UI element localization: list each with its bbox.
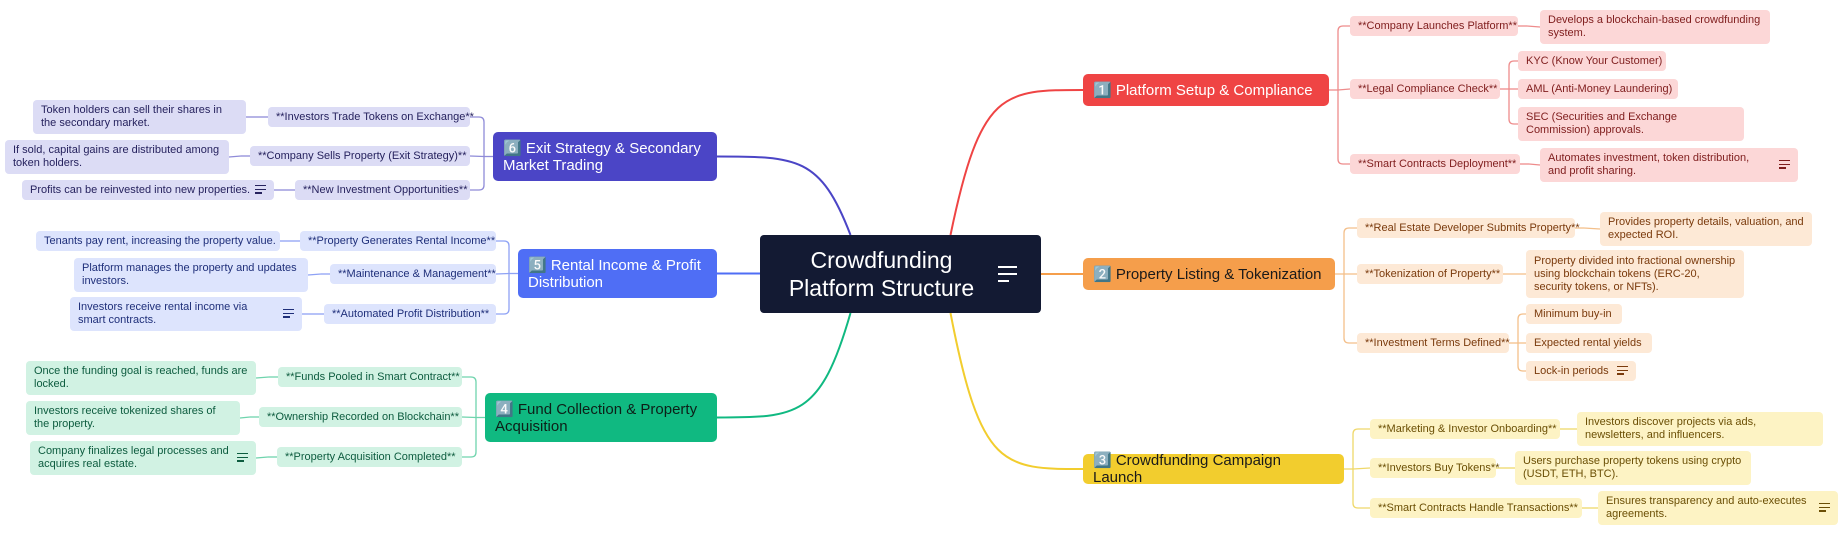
- edge-ps-2: [1337, 90, 1350, 165]
- sub-marketing-investor-onboarding[interactable]: **Marketing & Investor Onboarding**: [1370, 419, 1560, 439]
- leaf-text: Profits can be reinvested into new prope…: [30, 183, 251, 196]
- edge-l14-0: [307, 273, 322, 276]
- sub-investors-buy-tokens[interactable]: **Investors Buy Tokens**: [1370, 458, 1499, 478]
- edge-fc-2: [462, 417, 477, 458]
- edge-l3-0: [1528, 163, 1541, 166]
- edge-l4-0: [1583, 227, 1601, 230]
- note-lines-icon: [998, 266, 1017, 282]
- edge-ri-2: [496, 273, 510, 315]
- root-topic[interactable]: Crowdfunding Platform Structure: [760, 235, 1041, 313]
- sub-legal-compliance-check[interactable]: **Legal Compliance Check**: [1350, 79, 1500, 99]
- sub-company-sells-property[interactable]: **Company Sells Property (Exit Strategy)…: [250, 146, 470, 166]
- edge-es-0: [470, 116, 485, 157]
- edge-ri-0: [496, 240, 510, 274]
- note-lines-icon: [283, 309, 294, 319]
- edge-fc-0: [462, 376, 477, 418]
- edge-cl-2: [1352, 469, 1370, 509]
- leaf-develops-blockchain[interactable]: Develops a blockchain-based crowdfunding…: [1540, 10, 1770, 44]
- sub-investment-terms-defined[interactable]: **Investment Terms Defined**: [1357, 333, 1510, 353]
- leaf-platform-manages[interactable]: Platform manages the property and update…: [74, 258, 308, 292]
- sub-company-launches-platform[interactable]: **Company Launches Platform**: [1350, 16, 1518, 36]
- sub-tokenization-of-property[interactable]: **Tokenization of Property**: [1357, 264, 1503, 284]
- leaf-property-divided[interactable]: Property divided into fractional ownersh…: [1526, 250, 1744, 298]
- branch-campaign-launch[interactable]: 3️⃣ Crowdfunding Campaign Launch: [1083, 452, 1344, 486]
- leaf-profits-reinvested[interactable]: Profits can be reinvested into new prope…: [22, 180, 274, 200]
- leaf-text: Company finalizes legal processes and ac…: [38, 445, 229, 470]
- sub-property-acquisition[interactable]: **Property Acquisition Completed**: [277, 447, 462, 467]
- sub-new-investment-opportunities[interactable]: **New Investment Opportunities**: [295, 180, 470, 200]
- edge-ri-1: [495, 272, 510, 275]
- edge-es-1: [469, 155, 485, 158]
- sub-ownership-recorded[interactable]: **Ownership Recorded on Blockchain**: [259, 407, 462, 427]
- sub-maintenance-management[interactable]: **Maintenance & Management**: [330, 264, 496, 284]
- edge-pl-2: [1343, 274, 1357, 344]
- leaf-expected-rental-yields[interactable]: Expected rental yields: [1526, 333, 1652, 353]
- leaf-token-holders-sell[interactable]: Token holders can sell their shares in t…: [33, 100, 246, 134]
- leaf-investors-receive-rental[interactable]: Investors receive rental income via smar…: [70, 297, 302, 331]
- leaf-users-purchase[interactable]: Users purchase property tokens using cry…: [1515, 451, 1751, 485]
- edge-l17-0: [239, 416, 251, 419]
- leaf-text: Lock-in periods: [1534, 364, 1609, 377]
- edge-l1-0: [1526, 25, 1541, 28]
- leaf-lock-in-periods[interactable]: Lock-in periods: [1526, 361, 1636, 381]
- leaf-ensures-transparency[interactable]: Ensures transparency and auto-executes a…: [1598, 491, 1838, 525]
- leaf-funding-goal-reached[interactable]: Once the funding goal is reached, funds …: [26, 361, 256, 395]
- leaf-sec[interactable]: SEC (Securities and Exchange Commission)…: [1518, 107, 1744, 141]
- leaf-investors-discover[interactable]: Investors discover projects via ads, new…: [1577, 412, 1823, 446]
- branch-property-listing[interactable]: 2️⃣ Property Listing & Tokenization: [1083, 258, 1335, 290]
- note-lines-icon: [1819, 503, 1830, 513]
- edge-l16-0: [255, 376, 270, 379]
- edge-branch-campaign-launch: [949, 312, 1084, 470]
- leaf-tokenized-shares[interactable]: Investors receive tokenized shares of th…: [26, 401, 240, 435]
- edge-l18-0: [255, 456, 269, 459]
- branch-exit-strategy[interactable]: 6️⃣ Exit Strategy & Secondary Market Tra…: [493, 132, 717, 181]
- edge-es-2: [470, 156, 485, 191]
- leaf-text: Automates investment, token distribution…: [1548, 152, 1750, 177]
- leaf-text: Ensures transparency and auto-executes a…: [1606, 495, 1807, 520]
- sub-funds-pooled[interactable]: **Funds Pooled in Smart Contract**: [278, 367, 462, 387]
- branch-rental-income[interactable]: 5️⃣ Rental Income & Profit Distribution: [518, 249, 717, 298]
- sub-smart-contracts-transactions[interactable]: **Smart Contracts Handle Transactions**: [1370, 498, 1582, 518]
- sub-real-estate-developer[interactable]: **Real Estate Developer Submits Property…: [1357, 218, 1580, 238]
- edge-cl-0: [1352, 428, 1370, 469]
- edge-l6-2: [1517, 343, 1526, 372]
- edge-ps-1: [1337, 88, 1351, 91]
- edge-ps-0: [1337, 25, 1350, 90]
- edge-l11-0: [228, 155, 242, 158]
- leaf-capital-gains[interactable]: If sold, capital gains are distributed a…: [5, 140, 229, 174]
- branch-fund-collection[interactable]: 4️⃣ Fund Collection & Property Acquisiti…: [485, 393, 717, 442]
- edge-cl-1: [1352, 467, 1371, 470]
- sub-smart-contracts-deployment[interactable]: **Smart Contracts Deployment**: [1350, 154, 1520, 174]
- leaf-tenants-pay-rent[interactable]: Tenants pay rent, increasing the propert…: [36, 231, 280, 251]
- leaf-finalizes-legal[interactable]: Company finalizes legal processes and ac…: [30, 441, 256, 475]
- leaf-text: Investors receive rental income via smar…: [78, 301, 248, 326]
- note-lines-icon: [255, 185, 266, 195]
- edge-branch-platform-setup: [949, 89, 1084, 236]
- edge-l2-2: [1508, 89, 1518, 125]
- sub-automated-profit-distribution[interactable]: **Automated Profit Distribution**: [324, 304, 496, 324]
- note-lines-icon: [1617, 366, 1628, 376]
- sub-property-generates-rental[interactable]: **Property Generates Rental Income**: [300, 231, 496, 251]
- note-lines-icon: [237, 453, 248, 463]
- leaf-minimum-buy-in[interactable]: Minimum buy-in: [1526, 304, 1622, 324]
- leaf-automates-investment[interactable]: Automates investment, token distribution…: [1540, 148, 1798, 182]
- edge-branch-exit-strategy: [716, 155, 852, 236]
- note-lines-icon: [1779, 160, 1790, 170]
- edge-l6-0: [1517, 313, 1526, 343]
- root-title: Crowdfunding Platform Structure: [788, 247, 975, 301]
- leaf-aml[interactable]: AML (Anti-Money Laundering): [1518, 79, 1678, 99]
- leaf-kyc[interactable]: KYC (Know Your Customer): [1518, 51, 1666, 71]
- sub-investors-trade-tokens[interactable]: **Investors Trade Tokens on Exchange**: [268, 107, 474, 127]
- branch-platform-setup[interactable]: 1️⃣ Platform Setup & Compliance: [1083, 74, 1329, 106]
- edge-l2-0: [1508, 60, 1518, 89]
- edge-fc-1: [461, 416, 477, 419]
- leaf-provides-property-details[interactable]: Provides property details, valuation, an…: [1600, 212, 1812, 246]
- edge-branch-fund-collection: [716, 312, 852, 419]
- edge-pl-0: [1343, 227, 1357, 274]
